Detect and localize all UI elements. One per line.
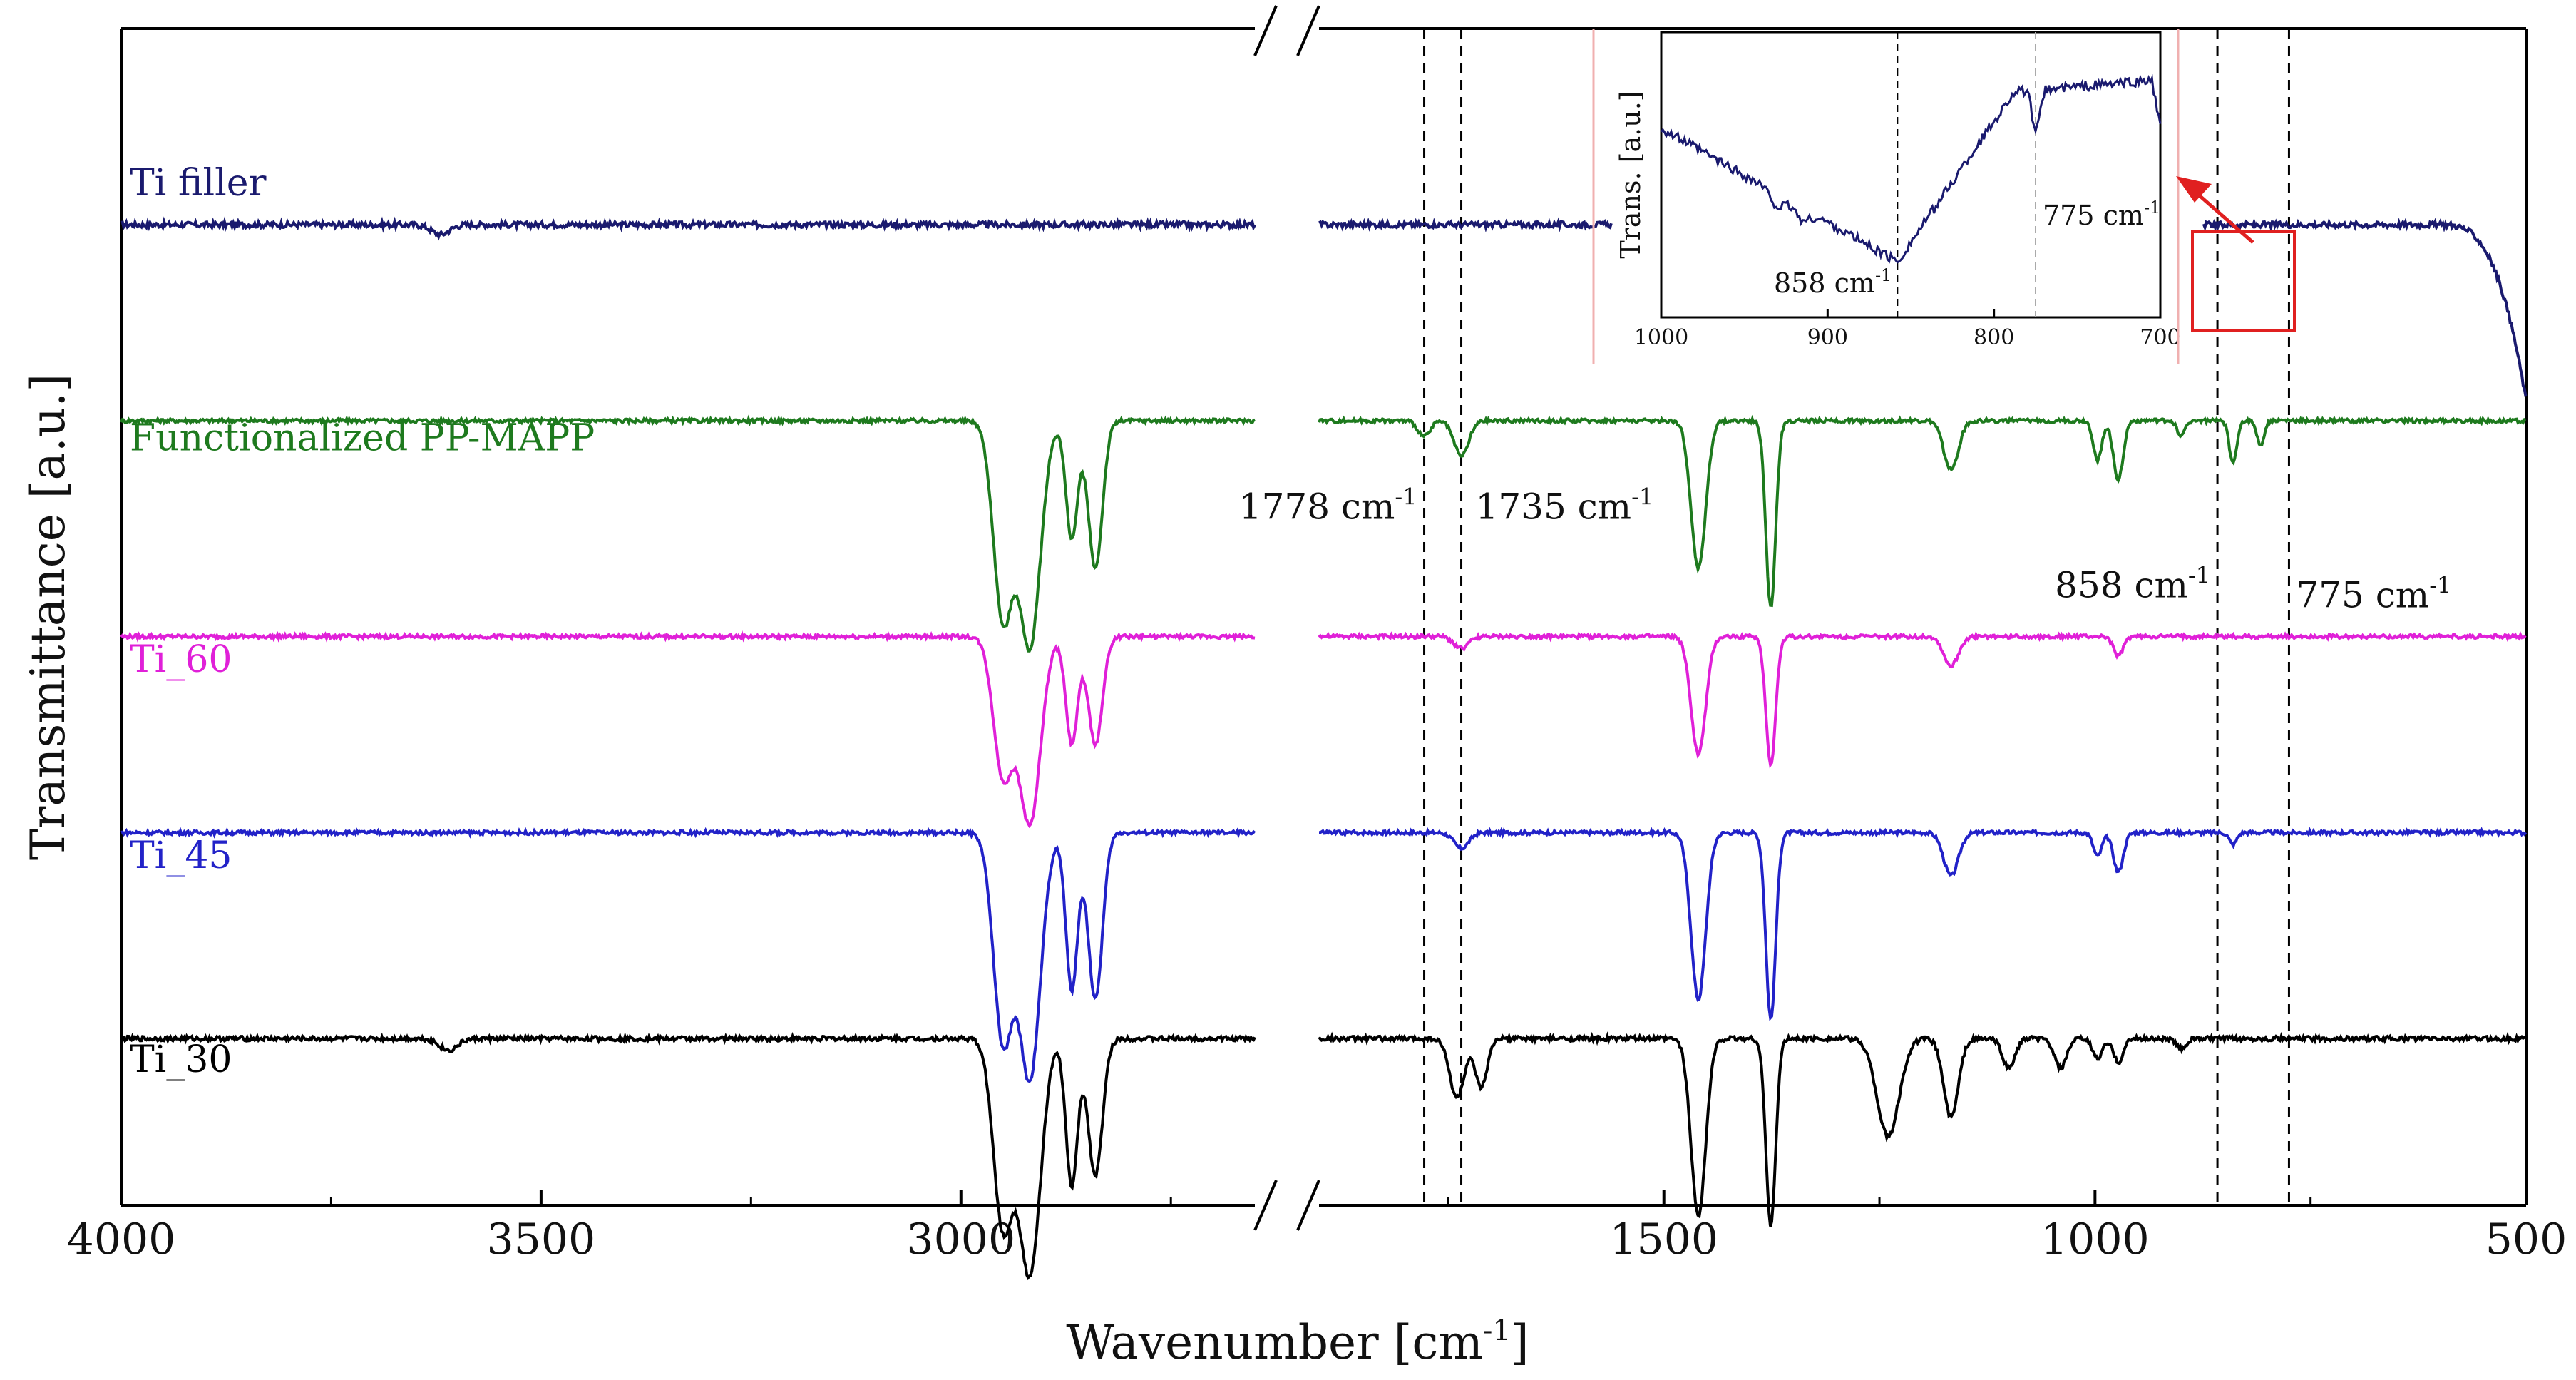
series-line-ti-45-left	[120, 827, 1256, 1083]
inset-tick-label-900: 900	[1807, 325, 1848, 350]
series-labels: Ti filler Functionalized PP-MAPP Ti_60 Ti_4…	[130, 162, 595, 1081]
inset-annotation-775: 775 cm-1	[2043, 198, 2160, 231]
x-tick-label-500: 500	[2485, 1215, 2567, 1264]
axis-break-top-1	[1253, 5, 1278, 56]
series-line-ti-30-right	[1318, 1031, 2527, 1227]
y-axis-title: Transmittance [a.u.]	[21, 374, 76, 860]
x-axis-title: Wavenumber [cm-1]	[1066, 1314, 1529, 1370]
annotation-858: 858 cm-1	[2055, 562, 2210, 606]
annotation-1778: 1778 cm-1	[1239, 484, 1417, 528]
zoom-arrow-head	[2176, 176, 2212, 203]
annotation-775: 775 cm-1	[2296, 571, 2451, 615]
series-line-functionalized-pp-mapp-left	[120, 414, 1256, 653]
peak-annotations: 1778 cm-1 1735 cm-1 858 cm-1 775 cm-1	[1239, 484, 2452, 616]
series-label-ti-45: Ti_45	[130, 834, 232, 877]
inset-annotation-858: 858 cm-1	[1774, 265, 1892, 299]
series-line-ti-filler-left	[120, 216, 1256, 241]
annotation-1735: 1735 cm-1	[1476, 484, 1654, 528]
inset-y-label: Trans. [a.u.]	[1615, 91, 1646, 258]
series-line-ti-60-right	[1318, 630, 2527, 769]
inset-frame	[1660, 31, 2162, 319]
series-line-ti-30-left	[120, 1031, 1256, 1281]
x-tick-label-1500: 1500	[1609, 1215, 1718, 1264]
inset-tick-label-1000: 1000	[1634, 325, 1688, 350]
zoom-arrow-line	[2195, 191, 2254, 244]
series-label-ti-30: Ti_30	[130, 1038, 232, 1081]
x-tick-label-1000: 1000	[2041, 1215, 2150, 1264]
inset-tick-label-800: 800	[1974, 325, 2014, 350]
series-label-ti-60: Ti_60	[130, 638, 232, 681]
axis-break-bottom-1	[1253, 1180, 1278, 1231]
series-group	[120, 216, 2528, 1281]
x-tick-label-4000: 4000	[67, 1215, 176, 1264]
zoom-arrow	[2176, 176, 2254, 244]
inset-spectrum-line	[1660, 73, 2162, 264]
series-label-functionalized-pp-mapp: Functionalized PP-MAPP	[130, 416, 595, 459]
series-line-ti-60-left	[120, 630, 1256, 829]
axis-break-bottom-2	[1296, 1180, 1320, 1231]
inset-annotations: 858 cm-1 775 cm-1	[1774, 198, 2160, 299]
inset-tick-label-700: 700	[2140, 325, 2180, 350]
series-label-ti-filler: Ti filler	[130, 162, 267, 205]
inset-chart: Trans. [a.u.] 1000 900 800 700 858 cm-1 775 …	[1615, 31, 2181, 350]
x-ticks: 4000 3500 3000 1500 1000 500	[67, 1190, 2567, 1264]
series-line-functionalized-pp-mapp-right	[1318, 414, 2526, 608]
x-tick-label-3000: 3000	[906, 1215, 1015, 1264]
zoom-box	[2191, 230, 2296, 332]
x-tick-label-3500: 3500	[487, 1215, 596, 1264]
series-line-ti-45-right	[1319, 827, 2528, 1021]
inset-x-ticks: 1000 900 800 700	[1634, 309, 2181, 350]
series-line-ti-filler-right	[1318, 217, 2528, 397]
plot-frame	[120, 5, 2528, 1231]
axis-break-top-2	[1296, 5, 1320, 56]
